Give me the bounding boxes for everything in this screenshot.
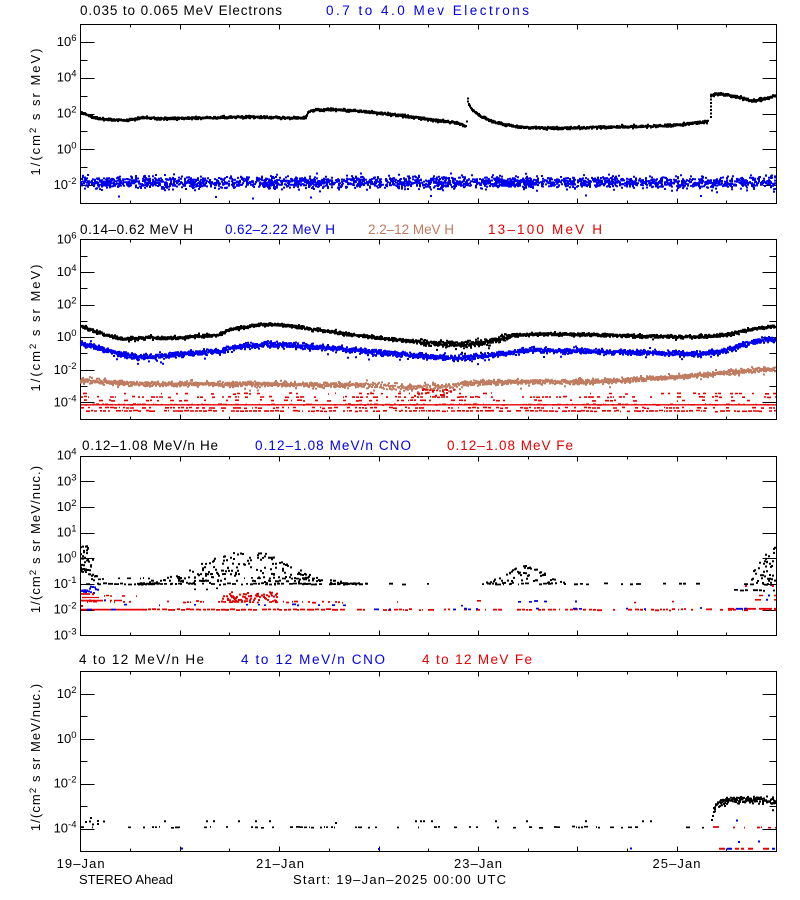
svg-text:1/(cm2 s sr MeV): 1/(cm2 s sr MeV) (28, 262, 43, 391)
svg-text:0.12–1.08 MeV/n He: 0.12–1.08 MeV/n He (82, 438, 218, 453)
svg-text:Start: 19–Jan–2025 00:00 UTC: Start: 19–Jan–2025 00:00 UTC (293, 872, 506, 887)
svg-text:STEREO Ahead: STEREO Ahead (79, 872, 173, 887)
svg-text:4 to 12 MeV Fe: 4 to 12 MeV Fe (422, 652, 532, 667)
svg-text:1/(cm2 s sr MeV): 1/(cm2 s sr MeV) (28, 46, 43, 175)
svg-text:0.035 to 0.065 MeV Electrons: 0.035 to 0.065 MeV Electrons (80, 3, 282, 18)
svg-text:21–Jan: 21–Jan (256, 856, 304, 871)
svg-text:19–Jan: 19–Jan (57, 856, 105, 871)
svg-text:0.14–0.62 MeV H: 0.14–0.62 MeV H (80, 222, 193, 237)
svg-text:4 to 12 MeV/n CNO: 4 to 12 MeV/n CNO (241, 652, 385, 667)
svg-text:25–Jan: 25–Jan (653, 856, 701, 871)
svg-text:23–Jan: 23–Jan (454, 856, 502, 871)
svg-text:0.12–1.08 MeV Fe: 0.12–1.08 MeV Fe (447, 438, 573, 453)
svg-text:0.62–2.22 MeV H: 0.62–2.22 MeV H (225, 222, 335, 237)
svg-text:1/(cm2 s sr MeV/nuc.): 1/(cm2 s sr MeV/nuc.) (28, 683, 43, 831)
svg-text:0.12–1.08 MeV/n CNO: 0.12–1.08 MeV/n CNO (255, 438, 411, 453)
svg-text:4 to 12 MeV/n He: 4 to 12 MeV/n He (79, 652, 204, 667)
svg-text:1/(cm2 s sr MeV/nuc.): 1/(cm2 s sr MeV/nuc.) (28, 465, 43, 613)
svg-text:2.2–12 MeV H: 2.2–12 MeV H (368, 222, 454, 237)
